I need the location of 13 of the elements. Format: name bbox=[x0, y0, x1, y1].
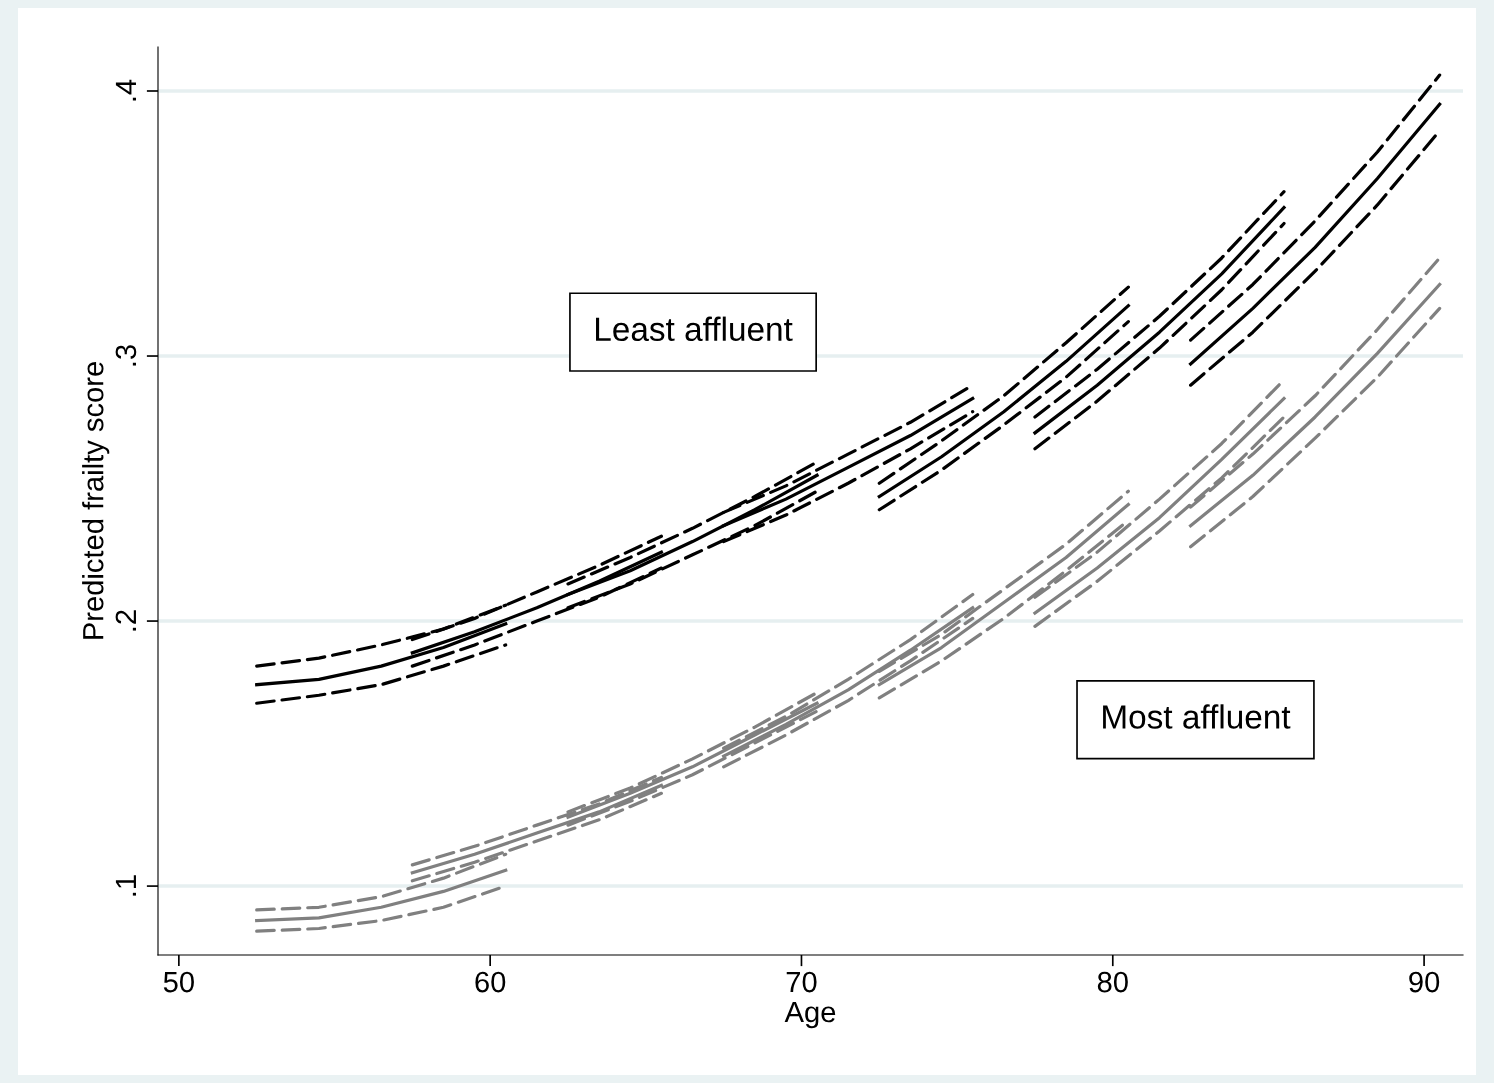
x-tick-label: 60 bbox=[475, 971, 506, 993]
x-axis-title: Age bbox=[784, 1002, 836, 1029]
annotation: Least affluent bbox=[596, 316, 793, 342]
x-tick-label: 90 bbox=[1409, 971, 1440, 993]
y-tick-label: .1 bbox=[115, 875, 136, 896]
annotation: Most affluent bbox=[1103, 704, 1291, 729]
x-tick-label: 80 bbox=[1097, 971, 1128, 993]
y-tick-label: .3 bbox=[115, 345, 137, 366]
y-axis-title: Predicted frailty score bbox=[82, 362, 110, 639]
x-tick-label: 50 bbox=[163, 971, 194, 993]
y-tick-label: .2 bbox=[115, 610, 136, 631]
x-tick-label: 70 bbox=[786, 971, 817, 993]
y-tick-label: .4 bbox=[115, 79, 136, 101]
